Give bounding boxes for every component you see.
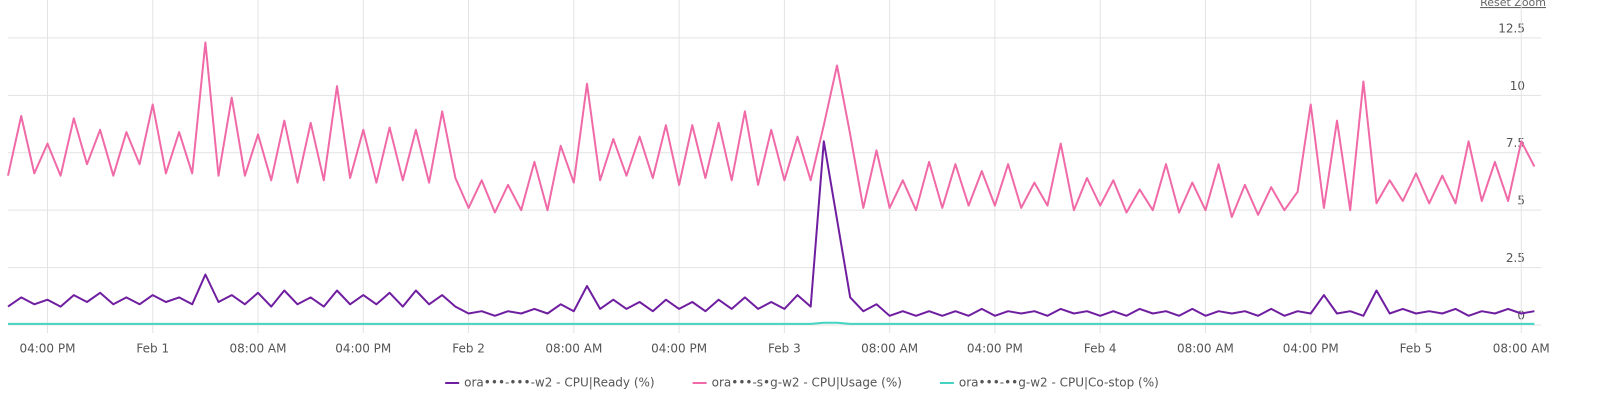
- x-tick-label: Feb 2: [452, 342, 485, 356]
- legend-label: ora•••-•••-w2 - CPU|Ready (%): [464, 376, 654, 390]
- y-tick-label: 12.5: [1498, 21, 1525, 35]
- x-tick-label: 04:00 PM: [19, 342, 75, 356]
- x-tick-label: 08:00 AM: [1493, 342, 1550, 356]
- series-line: [7, 140, 1535, 317]
- x-tick-label: 08:00 AM: [545, 342, 602, 356]
- series-line: [8, 321, 1535, 325]
- x-tick-label: 08:00 AM: [1177, 342, 1234, 356]
- x-tick-label: 04:00 PM: [967, 342, 1023, 356]
- reset-zoom[interactable]: Reset Zoom: [1480, 0, 1546, 9]
- x-tick-label: Feb 4: [1084, 342, 1117, 356]
- x-tick-label: 04:00 PM: [651, 342, 707, 356]
- x-tick-label: Feb 3: [768, 342, 801, 356]
- legend-label: ora•••-s•g-w2 - CPU|Usage (%): [712, 376, 902, 390]
- y-tick-label: 10: [1510, 79, 1525, 93]
- x-tick-label: Feb 1: [136, 342, 169, 356]
- series-line: [7, 41, 1536, 218]
- x-tick-label: 04:00 PM: [1283, 342, 1339, 356]
- x-tick-label: 08:00 AM: [230, 342, 287, 356]
- y-tick-label: 2.5: [1506, 251, 1525, 265]
- x-tick-label: 08:00 AM: [861, 342, 918, 356]
- legend-label: ora•••-••g-w2 - CPU|Co-stop (%): [959, 376, 1159, 390]
- x-tick-label: Feb 5: [1400, 342, 1433, 356]
- x-tick-label: 04:00 PM: [335, 342, 391, 356]
